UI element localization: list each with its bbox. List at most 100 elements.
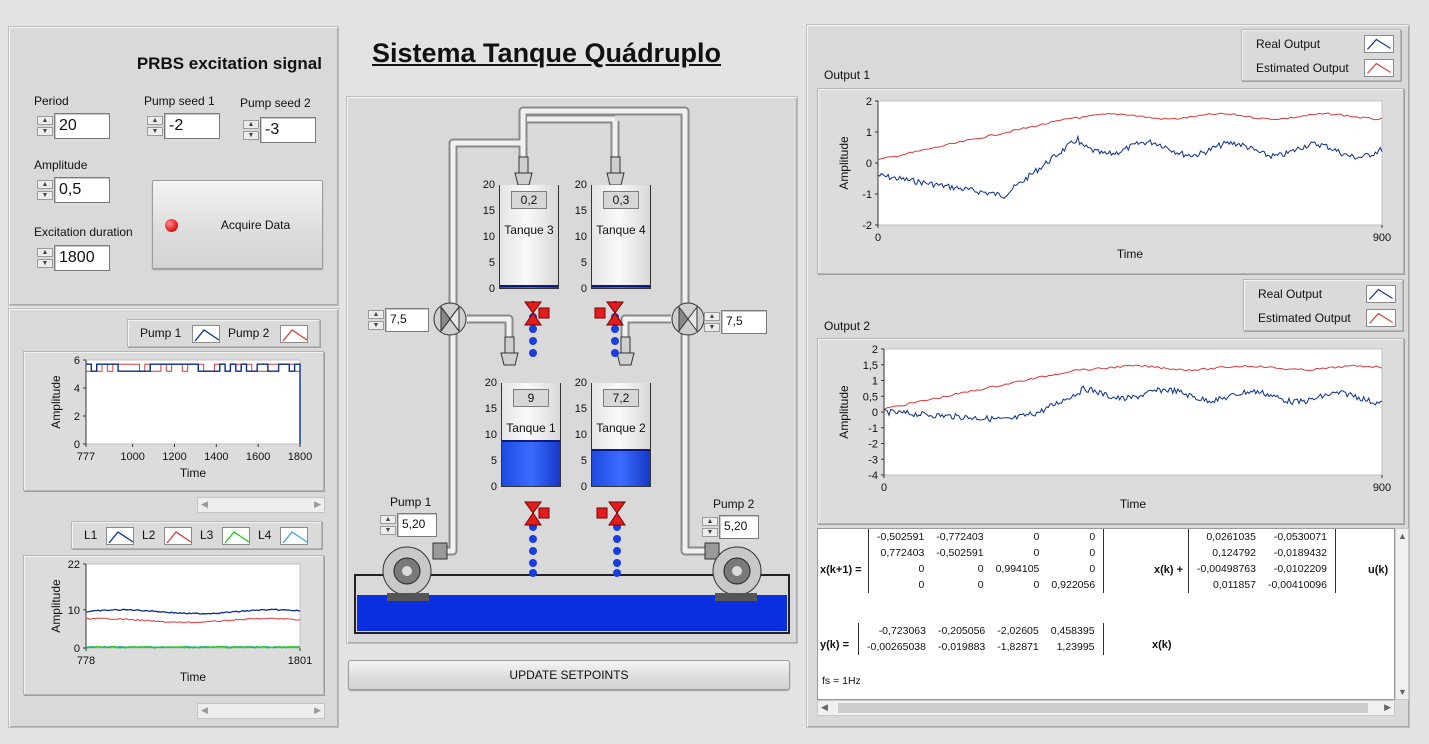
pump2-legend-swatch (280, 325, 308, 343)
x-tick-label: 1800 (288, 451, 312, 463)
matrix-c: -0,723063 -0,205056 -2,02605 0,458395 -0,002… (858, 623, 1104, 655)
tank-body: 7,2 Tanque 2 (591, 383, 651, 487)
tank-scale-label: 15 (482, 205, 495, 217)
pump-chart-frame: 6 4 2 0 777 1000 1200 1400 1600 1800 Time Amplitude (23, 351, 324, 491)
y-axis-title: Amplitude (49, 579, 63, 633)
plot-area (883, 348, 1383, 476)
x-equation-lhs: x(k+1) = (820, 564, 862, 576)
pump1-legend-swatch (192, 325, 220, 343)
pump-1-field[interactable]: 5,20 (397, 513, 437, 537)
tank-scale-label: 15 (574, 205, 587, 217)
matrix-cell: 0 (1033, 531, 1040, 543)
level-chart-scrollbar[interactable]: ◀ ▶ (197, 703, 325, 719)
tank-scale-label: 10 (574, 231, 587, 243)
matrix-cell: -1,82871 (997, 641, 1039, 653)
matrix-cell: -0,00410096 (1267, 579, 1327, 591)
l2-legend-label: L2 (142, 528, 156, 542)
pump-seed-1-control[interactable]: ▲ ▼ -2 (146, 113, 220, 139)
pump-2-line (86, 363, 301, 444)
matrix-cell: 0,011857 (1212, 579, 1256, 591)
y-tick-label: 0,5 (863, 391, 878, 403)
update-setpoints-button[interactable]: UPDATE SETPOINTS (348, 660, 790, 690)
valve-2-field[interactable]: 7,5 (721, 310, 767, 334)
period-field[interactable]: 20 (54, 113, 110, 139)
tank-body: 0,2 Tanque 3 (499, 185, 559, 289)
x-tick-label: 1600 (246, 451, 270, 463)
valve-1-field[interactable]: 7,5 (385, 308, 429, 332)
matrix-cell: -0,019883 (937, 641, 986, 653)
tank-scale-label: 20 (574, 377, 587, 389)
matrix-cell: 0 (1033, 547, 1040, 559)
y-tick-label: 0 (74, 439, 80, 451)
tank-name: Tanque 2 (596, 421, 646, 435)
matrix-cell: -0,502591 (936, 547, 984, 559)
duration-field[interactable]: 1800 (54, 245, 110, 271)
l3-line (85, 645, 301, 649)
tank-water (592, 285, 650, 288)
l4-legend-swatch (280, 527, 308, 545)
matrix-cell: 0,124792 (1212, 547, 1256, 559)
pump-1-control[interactable]: ▲ ▼ 5,20 (379, 513, 437, 537)
tank-body: 9 Tanque 1 (501, 383, 561, 487)
tank-name: Tanque 3 (504, 223, 554, 237)
x-equation-mid: x(k) + (1154, 564, 1184, 576)
matrix-cell: -0,502591 (877, 531, 925, 543)
tank-scale-label: 10 (482, 231, 495, 243)
matrix-cell: 0 (977, 579, 984, 591)
tank-scale-label: 10 (484, 429, 497, 441)
output2-est-swatch (1366, 309, 1396, 327)
matrix-cell: -0,0102209 (1273, 563, 1327, 575)
matrix-cell: 0 (1089, 531, 1096, 543)
output1-real-swatch (1364, 35, 1394, 53)
outputs-panel: Real Output Estimated Output Output 1 2 1… (806, 24, 1410, 728)
output1-est-swatch (1364, 59, 1394, 77)
y-equation-rhs: x(k) (1152, 639, 1172, 651)
y-tick-label: 1 (872, 376, 878, 388)
pump-chart-scrollbar[interactable]: ◀ ▶ (197, 497, 325, 513)
output2-legend-real: Real Output (1258, 287, 1323, 301)
prbs-panel: PRBS excitation signal Period ▲ ▼ 20 Pump… (8, 26, 339, 306)
tank-scale-label: 5 (490, 455, 497, 467)
pump-seed-2-label: Pump seed 2 (240, 96, 311, 110)
acquire-data-label: Acquire Data (220, 217, 291, 232)
matrix-cell: -0,00265038 (867, 641, 926, 653)
tank-scale-label: 15 (574, 403, 587, 415)
tank-3: 20 15 10 5 0 9 Tanque 1 (473, 377, 565, 497)
duration-control[interactable]: ▲ ▼ 1800 (36, 245, 110, 271)
acquire-data-button[interactable]: Acquire Data (152, 180, 323, 269)
y-tick-label: -1 (868, 423, 878, 435)
pump-seed-2-field[interactable]: -3 (260, 117, 316, 143)
matrix-cell: 0,458395 (1050, 625, 1095, 637)
valve-1-control[interactable]: ▲ ▼ 7,5 (367, 308, 429, 332)
x-axis-title: Time (1117, 247, 1144, 261)
level-legend: L1 L2 L3 L4 (71, 521, 322, 549)
tank-scale-label: 20 (574, 179, 587, 191)
y-tick-label: 4 (74, 383, 80, 395)
amplitude-field[interactable]: 0,5 (54, 177, 110, 203)
matrix-cell: 0 (1089, 547, 1096, 559)
x-tick-label: 0 (875, 232, 881, 244)
matrix-cell: -0,772403 (936, 531, 984, 543)
y-axis-title: Amplitude (837, 136, 851, 190)
model-hscrollbar[interactable]: ◀ ▶ (817, 700, 1395, 716)
period-control[interactable]: ▲ ▼ 20 (36, 113, 110, 139)
tank-name: Tanque 1 (506, 421, 556, 435)
matrix-cell: -0,723063 (878, 625, 926, 637)
matrix-a: -0,502591 -0,772403 0 0 0,772403 -0,502591 0 0 0… (868, 529, 1105, 593)
model-vscrollbar[interactable]: ▲ ▼ (1395, 528, 1409, 700)
pump-2-control[interactable]: ▲ ▼ 5,20 (701, 515, 759, 539)
y-tick-label: -4 (868, 470, 878, 482)
valve-2-control[interactable]: ▲ ▼ 7,5 (703, 310, 767, 334)
duration-label: Excitation duration (34, 225, 133, 239)
pump-seed-2-control[interactable]: ▲ ▼ -3 (242, 117, 316, 143)
pump-2-field[interactable]: 5,20 (719, 515, 759, 539)
output1-legend-real: Real Output (1256, 37, 1321, 51)
pump-seed-1-field[interactable]: -2 (164, 113, 220, 139)
estimated-output-line (883, 364, 1383, 411)
l2-line (85, 617, 301, 624)
amplitude-control[interactable]: ▲ ▼ 0,5 (36, 177, 110, 203)
pump2-legend-label: Pump 2 (228, 326, 270, 340)
amplitude-label: Amplitude (34, 158, 88, 172)
